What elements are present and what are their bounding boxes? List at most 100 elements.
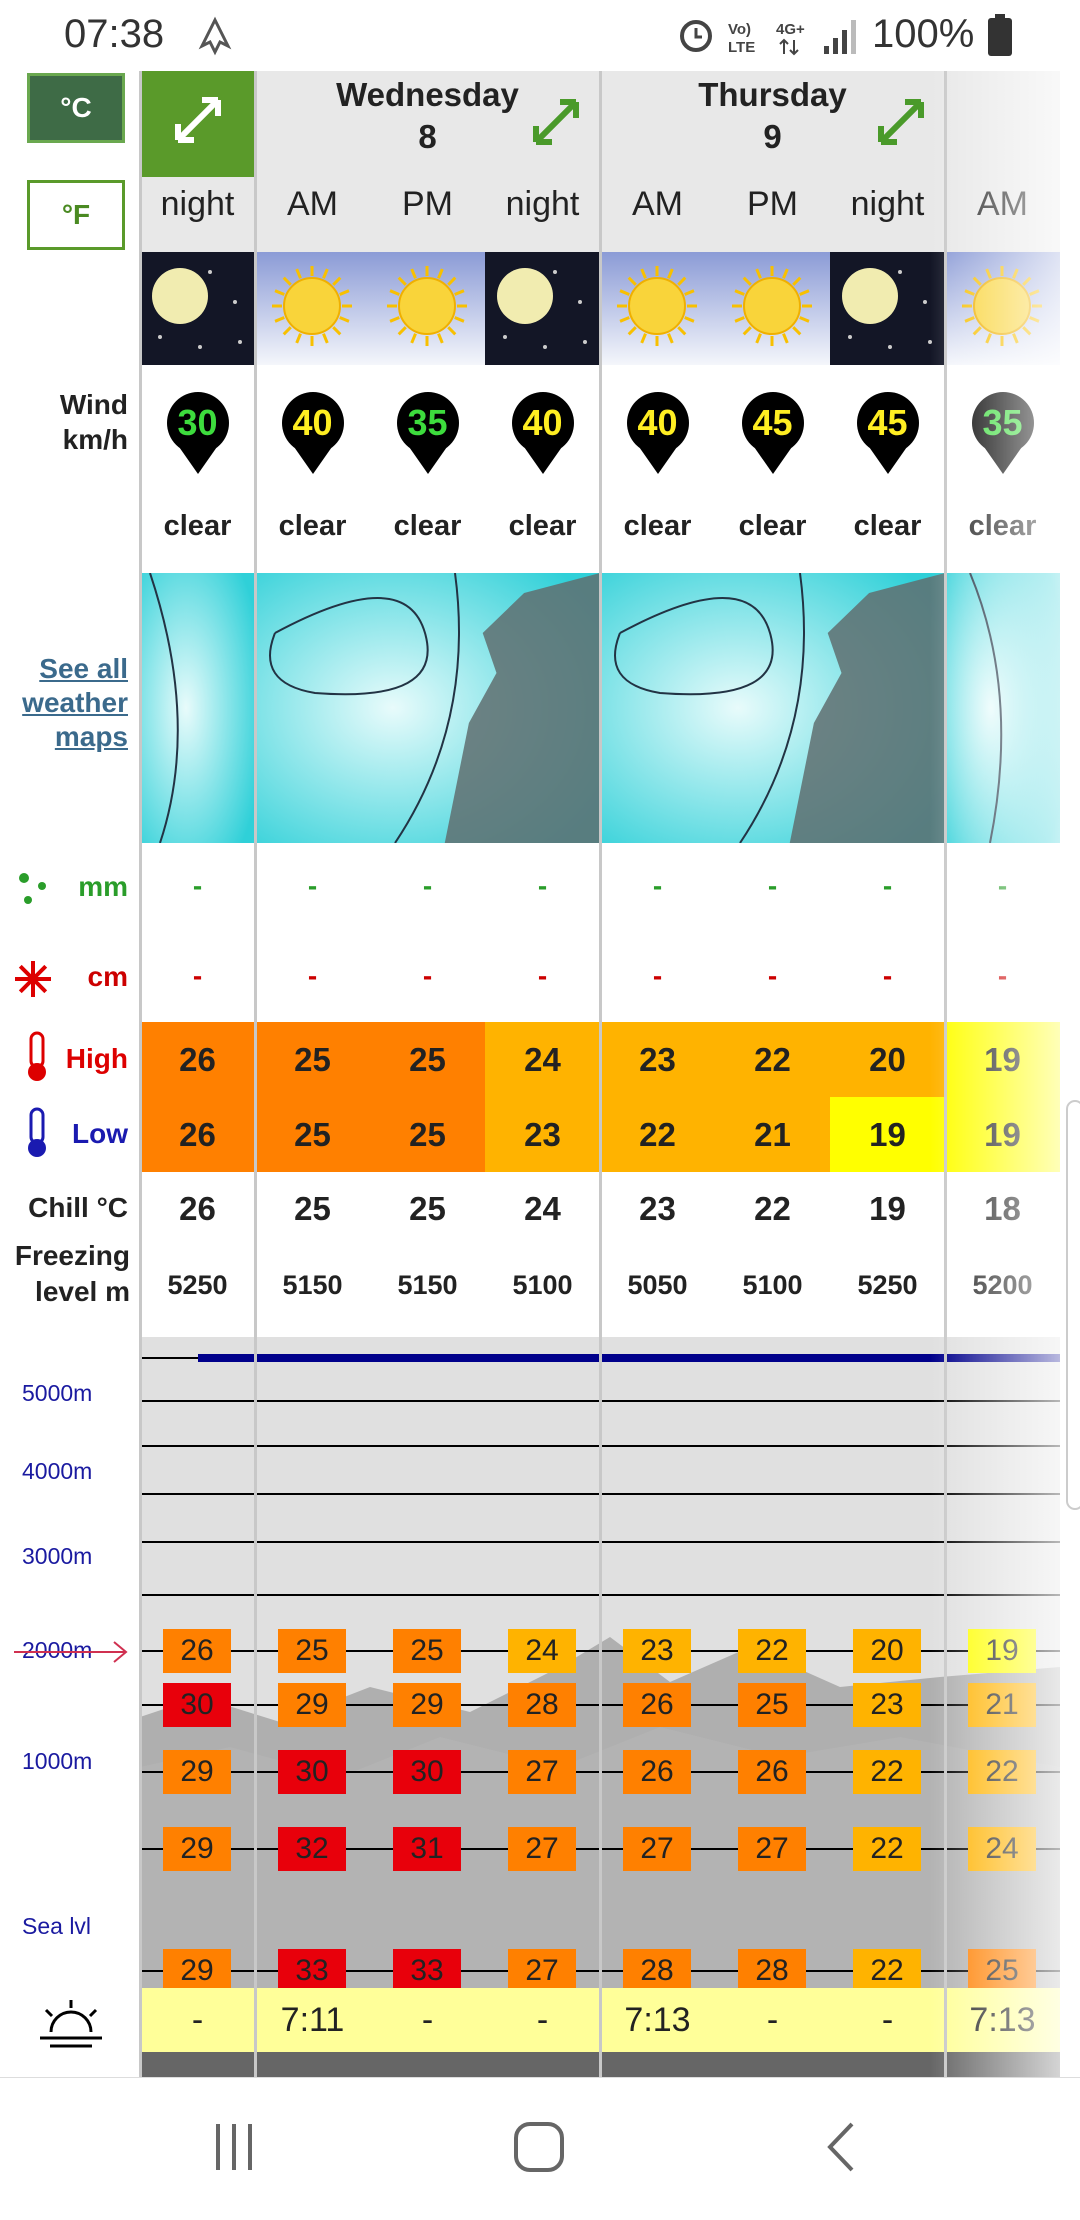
altitude-temp: 29 — [163, 1750, 231, 1794]
snow: - — [192, 960, 203, 991]
ray — [447, 326, 457, 336]
sunrise-time: 7:11 — [280, 2000, 345, 2039]
snow: - — [422, 960, 433, 991]
right-edge — [1060, 71, 1080, 2077]
ray — [755, 268, 762, 279]
column-divider — [254, 71, 257, 2077]
period: night — [505, 185, 580, 223]
rain: - — [537, 870, 548, 901]
expand-day-icon — [878, 99, 924, 145]
rain: - — [307, 870, 318, 901]
weather-maps-link[interactable]: See all weather maps — [22, 653, 128, 752]
svg-text:LTE: LTE — [728, 39, 755, 56]
header-bg — [140, 177, 255, 252]
ray — [799, 316, 810, 323]
home-button[interactable] — [512, 2120, 568, 2174]
low-label: Low — [72, 1118, 128, 1149]
star — [158, 335, 162, 339]
freezing-level: 5150 — [282, 1270, 343, 1300]
wind-circle — [512, 392, 574, 454]
altitude-label: 5000m — [22, 1380, 93, 1406]
sunrise-time: - — [421, 2000, 434, 2039]
weather-icon — [715, 252, 830, 365]
isobar — [739, 573, 805, 843]
ray — [397, 276, 407, 286]
expand-icon — [175, 97, 221, 143]
sunrise-time: - — [191, 2000, 204, 2039]
star — [208, 270, 212, 274]
high-temp: 25 — [255, 1022, 370, 1097]
rain: - — [652, 870, 663, 901]
celsius-button[interactable]: °C — [27, 73, 125, 143]
isobar — [614, 597, 774, 696]
ray — [410, 268, 417, 279]
high-temp: 24 — [485, 1022, 600, 1097]
status-bar — [0, 0, 1080, 71]
ray — [389, 316, 400, 323]
summary: clear — [163, 510, 232, 542]
rain: - — [192, 870, 203, 901]
altitude-temp: 20 — [853, 1629, 921, 1673]
summary: clear — [278, 510, 347, 542]
altitude-temp: 26 — [163, 1629, 231, 1673]
snow: - — [652, 960, 663, 991]
fahrenheit-button[interactable]: °F — [27, 180, 125, 250]
chill-temp: 19 — [869, 1189, 906, 1227]
header-bg — [255, 71, 1060, 252]
ray — [640, 268, 647, 279]
low-temp: 19 — [830, 1097, 945, 1172]
sunrise-icon — [40, 2000, 102, 2048]
snow-unit-label: cm — [87, 961, 128, 992]
high-temp: 20 — [830, 1022, 945, 1097]
ray — [454, 289, 465, 296]
sun — [283, 277, 341, 335]
freezing-level: 5250 — [857, 1270, 918, 1300]
weather-icon — [485, 252, 600, 365]
altitude-temp: 22 — [853, 1949, 921, 1993]
map-land — [789, 573, 945, 843]
altitude-temp: 29 — [163, 1949, 231, 1993]
wind-arrow — [167, 392, 229, 474]
rain-icon — [19, 873, 46, 904]
ray — [627, 276, 637, 286]
star — [888, 345, 892, 349]
back-button[interactable] — [820, 2120, 860, 2174]
altitude-temp: 29 — [278, 1683, 346, 1727]
altitude-temp: 33 — [393, 1949, 461, 1993]
ray — [322, 268, 329, 279]
period: night — [850, 185, 925, 223]
wind-speed: 35 — [407, 402, 448, 443]
freezing-level: 5250 — [167, 1270, 228, 1300]
svg-text:Vo): Vo) — [728, 21, 751, 38]
summary: clear — [738, 510, 807, 542]
ray — [339, 289, 350, 296]
arrow — [175, 97, 221, 143]
freezing-arrow — [14, 1641, 128, 1663]
moon — [152, 268, 208, 324]
ray — [640, 333, 647, 344]
altitude-temp: 27 — [508, 1949, 576, 1993]
altitude-temp: 30 — [393, 1750, 461, 1794]
star — [233, 300, 237, 304]
low-temp: 25 — [370, 1097, 485, 1172]
summary: clear — [508, 510, 577, 542]
altitude-temp: 28 — [738, 1949, 806, 1993]
snow: - — [767, 960, 778, 991]
ray — [799, 289, 810, 296]
ray — [274, 289, 285, 296]
high-label: High — [65, 1043, 128, 1074]
altitude-temp: 30 — [278, 1750, 346, 1794]
scroll-handle[interactable] — [1066, 1100, 1080, 1510]
battery-icon — [988, 14, 1012, 56]
altitude-temp: 29 — [163, 1827, 231, 1871]
chill-temp: 25 — [294, 1189, 331, 1227]
recent-apps-button[interactable] — [210, 2120, 260, 2174]
ray — [44, 2008, 54, 2018]
clock: 07:38 — [64, 12, 165, 56]
weather-icon — [255, 252, 370, 365]
low-temp: 23 — [485, 1097, 600, 1172]
map-sea — [140, 573, 255, 843]
wind-speed: 40 — [522, 402, 563, 443]
wind-arrow — [397, 392, 459, 474]
ray — [684, 316, 695, 323]
